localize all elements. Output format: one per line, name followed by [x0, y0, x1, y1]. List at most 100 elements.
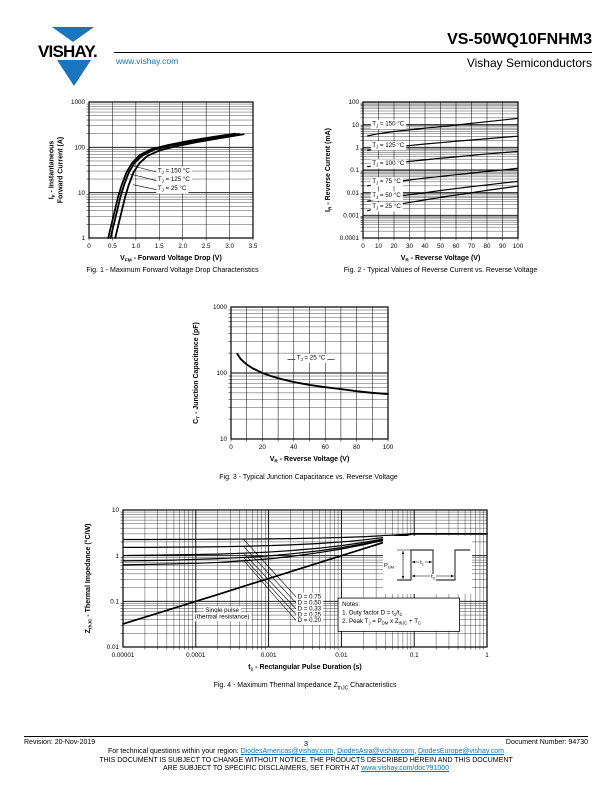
- svg-text:100: 100: [383, 444, 394, 451]
- svg-text:D = 0.33: D = 0.33: [298, 605, 322, 612]
- svg-text:20: 20: [390, 243, 398, 250]
- svg-text:30: 30: [406, 243, 414, 250]
- svg-text:TJ = 75 °C: TJ = 75 °C: [372, 178, 401, 186]
- svg-text:1.0: 1.0: [131, 243, 140, 250]
- division-subtitle: Vishay Semiconductors: [466, 56, 592, 70]
- svg-text:TJ = 150 °C: TJ = 150 °C: [372, 121, 404, 129]
- svg-text:0.1: 0.1: [410, 652, 419, 659]
- svg-text:t1: t1: [420, 560, 424, 567]
- svg-text:80: 80: [353, 444, 361, 451]
- svg-text:1000: 1000: [71, 99, 86, 106]
- svg-text:2.0: 2.0: [178, 243, 187, 250]
- svg-text:0.001: 0.001: [343, 212, 359, 219]
- svg-text:ZthJC - Thermal Impedance (°C/: ZthJC - Thermal Impedance (°C/W): [84, 524, 94, 634]
- disclaimer-doc-link[interactable]: www.vishay.com/doc?91000: [361, 765, 450, 772]
- fig1-forward-voltage-drop-chart: TJ = 150 °C TJ = 125 °C TJ = 25 °C 1 10 100 10…: [46, 94, 278, 266]
- svg-text:0.00001: 0.00001: [112, 652, 135, 659]
- part-number-title: VS-50WQ10FNHM3: [447, 31, 592, 48]
- header-divider: [114, 52, 592, 54]
- svg-text:0.5: 0.5: [108, 243, 117, 250]
- svg-text:TJ = 25 °C: TJ = 25 °C: [158, 185, 187, 193]
- svg-text:10: 10: [220, 436, 228, 443]
- svg-text:IR - Reverse Current (mA): IR - Reverse Current (mA): [325, 128, 334, 212]
- fig3-junction-capacitance-chart: TJ = 25 °C 10 100 1000 0 20 40 60 80 100 VR - Reve…: [186, 299, 418, 471]
- svg-text:1: 1: [115, 553, 119, 560]
- svg-text:90: 90: [499, 243, 507, 250]
- svg-text:TJ = 25 °C: TJ = 25 °C: [372, 203, 401, 211]
- svg-text:Notes:: Notes:: [342, 601, 360, 608]
- svg-text:1: 1: [355, 144, 359, 151]
- svg-text:2.5: 2.5: [202, 243, 211, 250]
- svg-text:t2: t2: [431, 574, 435, 581]
- svg-text:10: 10: [352, 122, 360, 129]
- fig1-caption: Fig. 1 - Maximum Forward Voltage Drop Ch…: [86, 267, 259, 274]
- svg-text:CT - Junction Capacitance (pF): CT - Junction Capacitance (pF): [193, 322, 202, 424]
- svg-text:100: 100: [513, 243, 524, 250]
- svg-text:20: 20: [259, 444, 267, 451]
- svg-text:D = 0.75: D = 0.75: [298, 594, 322, 601]
- email-link-europe[interactable]: DiodesEurope@vishay.com: [418, 748, 504, 755]
- disclaimer-line-1: THIS DOCUMENT IS SUBJECT TO CHANGE WITHO…: [99, 757, 513, 764]
- svg-text:100: 100: [348, 99, 359, 106]
- email-link-americas[interactable]: DiodesAmericas@vishay.com: [240, 748, 334, 755]
- vishay-wordmark: VISHAY.: [38, 42, 98, 61]
- svg-text:1.5: 1.5: [155, 243, 164, 250]
- svg-text:100: 100: [216, 370, 227, 377]
- svg-text:10: 10: [112, 507, 120, 514]
- svg-text:0: 0: [229, 444, 233, 451]
- svg-text:IF - Instantaneous: IF - Instantaneous: [49, 141, 58, 200]
- svg-text:0.1: 0.1: [350, 167, 359, 174]
- svg-text:1: 1: [485, 652, 489, 659]
- disclaimer-line-2: ARE SUBJECT TO SPECIFIC DISCLAIMERS, SET…: [0, 765, 612, 772]
- svg-text:0.001: 0.001: [261, 652, 277, 659]
- fig4-thermal-impedance-chart: D = 0.75 D = 0.50 D = 0.33 D = 0.25 D = 0.20…: [78, 502, 502, 680]
- revision-date: Revision: 20-Nov-2019: [24, 739, 96, 746]
- vishay-website-link[interactable]: www.vishay.com: [116, 56, 179, 66]
- svg-text:40: 40: [290, 444, 298, 451]
- svg-text:TJ = 100 °C: TJ = 100 °C: [372, 160, 404, 168]
- svg-text:D = 0.50: D = 0.50: [298, 600, 322, 607]
- vishay-triangle-top-icon: [52, 27, 94, 42]
- svg-text:0.0001: 0.0001: [186, 652, 206, 659]
- page-number: 3: [303, 739, 309, 748]
- svg-text:D = 0.20: D = 0.20: [298, 617, 322, 624]
- svg-text:60: 60: [452, 243, 460, 250]
- svg-text:0: 0: [87, 243, 91, 250]
- svg-text:TJ = 150 °C: TJ = 150 °C: [158, 167, 190, 175]
- svg-text:50: 50: [437, 243, 445, 250]
- svg-text:80: 80: [483, 243, 491, 250]
- svg-text:0.01: 0.01: [347, 190, 360, 197]
- svg-text:TJ = 125 °C: TJ = 125 °C: [372, 142, 404, 150]
- svg-text:(thermal resistance): (thermal resistance): [195, 614, 250, 621]
- svg-text:0: 0: [361, 243, 365, 250]
- svg-text:TJ = 125 °C: TJ = 125 °C: [158, 176, 190, 184]
- svg-text:3.0: 3.0: [225, 243, 234, 250]
- vishay-triangle-bottom-icon: [57, 60, 91, 86]
- svg-text:70: 70: [468, 243, 476, 250]
- email-separator: ,: [414, 748, 419, 755]
- svg-text:40: 40: [421, 243, 429, 250]
- svg-text:0.1: 0.1: [110, 598, 119, 605]
- svg-text:TJ = 50 °C: TJ = 50 °C: [372, 192, 401, 200]
- svg-text:t1 - Rectangular Pulse Duratio: t1 - Rectangular Pulse Duration (s): [248, 664, 362, 673]
- email-link-asia[interactable]: DiodesAsia@vishay.com: [337, 748, 415, 755]
- footer-contact-row: For technical questions within your regi…: [0, 748, 612, 755]
- svg-text:PDM: PDM: [384, 563, 394, 570]
- svg-text:VFM - Forward Voltage Drop (V): VFM - Forward Voltage Drop (V): [120, 255, 222, 264]
- svg-text:0.01: 0.01: [107, 644, 120, 651]
- fig2-caption: Fig. 2 - Typical Values of Reverse Curre…: [343, 267, 538, 274]
- svg-text:D = 0.25: D = 0.25: [298, 611, 322, 618]
- contact-prefix: For technical questions within your regi…: [107, 748, 241, 755]
- footer-divider: [24, 736, 588, 737]
- svg-text:1. Duty factor D = t1/t2: 1. Duty factor D = t1/t2: [342, 610, 403, 618]
- svg-text:VR - Reverse Voltage (V): VR - Reverse Voltage (V): [401, 255, 481, 264]
- svg-text:3.5: 3.5: [249, 243, 258, 250]
- fig4-caption: Fig. 4 - Maximum Thermal Impedance ZthJC…: [213, 682, 397, 692]
- email-separator: ,: [333, 748, 338, 755]
- svg-text:1: 1: [81, 235, 85, 242]
- vishay-logo: VISHAY.: [38, 26, 118, 88]
- disclaimer-text: ARE SUBJECT TO SPECIFIC DISCLAIMERS, SET…: [162, 765, 362, 772]
- svg-text:10: 10: [375, 243, 383, 250]
- svg-text:TJ = 25 °C: TJ = 25 °C: [297, 355, 326, 363]
